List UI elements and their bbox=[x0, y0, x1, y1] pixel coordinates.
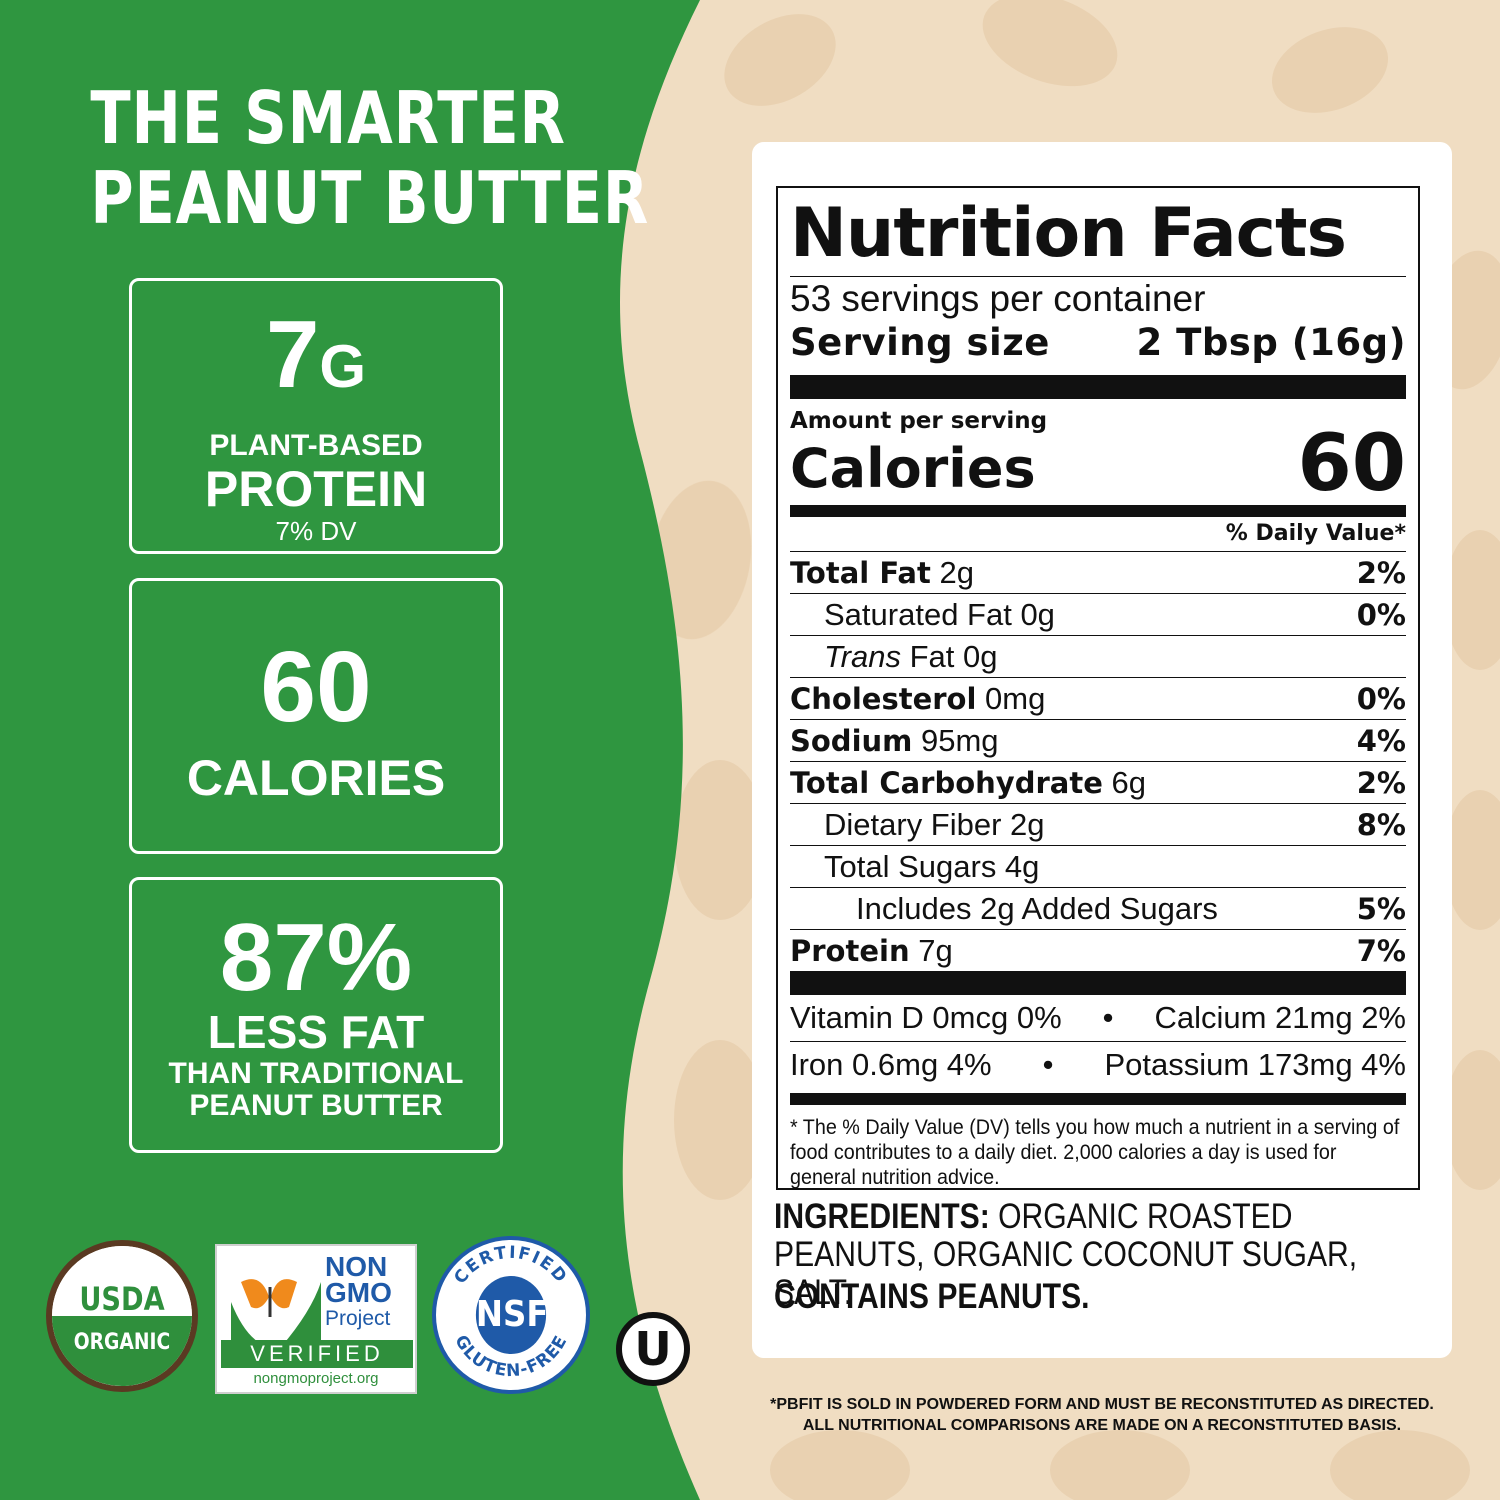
calories-value: 60 bbox=[260, 631, 372, 743]
serving-size-label: Serving size bbox=[790, 321, 1050, 364]
usda-organic-seal: USDA ORGANIC bbox=[46, 1240, 198, 1392]
calories-label: CALORIES bbox=[186, 750, 446, 806]
nutrition-card bbox=[752, 142, 1452, 1358]
allergen-statement: CONTAINS PEANUTS. bbox=[774, 1277, 1090, 1316]
fat-comparison-line-2: PEANUT BUTTER bbox=[189, 1089, 443, 1122]
calories-row: Calories 60 bbox=[790, 425, 1406, 503]
serving-size-row: Serving size 2 Tbsp (16g) bbox=[790, 321, 1406, 365]
fat-label: LESS FAT bbox=[207, 1006, 425, 1058]
usda-text: USDA bbox=[79, 1280, 165, 1318]
nutrient-row-trans-fat: Trans Fat 0g bbox=[790, 635, 1406, 677]
separator-dot: • bbox=[1042, 1046, 1054, 1082]
vitamin-row-2: Iron 0.6mg 4% • Potassium 173mg 4% bbox=[790, 1041, 1406, 1087]
nutrient-row-total-carbohydrate: Total Carbohydrate 6g 2% bbox=[790, 761, 1406, 803]
vitamin-row-1: Vitamin D 0mcg 0% • Calcium 21mg 2% bbox=[790, 995, 1406, 1041]
nutrient-row-dietary-fiber: Dietary Fiber 2g 8% bbox=[790, 803, 1406, 845]
disclaimer-line-2: ALL NUTRITIONAL COMPARISONS ARE MADE ON … bbox=[802, 1417, 1402, 1434]
nsf-logo-text: NSF bbox=[475, 1276, 548, 1354]
nutrient-row-total-fat: Total Fat 2g 2% bbox=[790, 551, 1406, 593]
kosher-ou-symbol: U bbox=[616, 1312, 690, 1386]
ingredients-label: INGREDIENTS: bbox=[774, 1197, 990, 1236]
gmo-text: GMO bbox=[325, 1277, 392, 1308]
reconstitution-disclaimer: *PBFIT IS SOLD IN POWDERED FORM AND MUST… bbox=[752, 1394, 1452, 1436]
nutrient-row-total-sugars: Total Sugars 4g bbox=[790, 845, 1406, 887]
nutrient-row-protein: Protein 7g 7% bbox=[790, 929, 1406, 971]
nutrient-row-cholesterol: Cholesterol 0mg 0% bbox=[790, 677, 1406, 719]
nutrition-facts-label: Nutrition Facts 53 servings per containe… bbox=[776, 186, 1420, 1190]
calories-stat-box: 60 CALORIES bbox=[129, 578, 503, 854]
servings-per-container: 53 servings per container bbox=[790, 278, 1206, 319]
headline: THE SMARTER PEANUT BUTTER bbox=[90, 76, 650, 240]
fat-value: 87% bbox=[219, 904, 413, 1011]
serving-size-value: 2 Tbsp (16g) bbox=[1136, 321, 1406, 364]
separator-dot: • bbox=[1102, 1000, 1114, 1035]
calcium: Calcium 21mg 2% bbox=[1154, 1000, 1406, 1035]
protein-label: PROTEIN bbox=[204, 461, 428, 517]
iron: Iron 0.6mg 4% bbox=[790, 1046, 992, 1082]
verified-text: VERIFIED bbox=[221, 1340, 413, 1368]
nutrition-facts-title: Nutrition Facts bbox=[790, 194, 1347, 273]
organic-text: ORGANIC bbox=[73, 1330, 171, 1355]
non-text: NON bbox=[325, 1251, 388, 1282]
non-gmo-project-seal: NON GMO Project VERIFIED nongmoproject.o… bbox=[215, 1244, 417, 1394]
headline-line-1: THE SMARTER bbox=[90, 76, 566, 160]
nutrient-row-saturated-fat: Saturated Fat 0g 0% bbox=[790, 593, 1406, 635]
vitamin-d: Vitamin D 0mcg 0% bbox=[790, 1000, 1062, 1035]
nutrient-row-sodium: Sodium 95mg 4% bbox=[790, 719, 1406, 761]
amount-per-serving: Amount per serving bbox=[790, 408, 1048, 434]
protein-value: 7G bbox=[265, 301, 367, 408]
protein-dv: 7% DV bbox=[275, 516, 357, 546]
ingredients-text: ORGANIC ROASTED PEANUTS, ORGANIC COCONUT… bbox=[774, 1197, 1358, 1312]
potassium: Potassium 173mg 4% bbox=[1104, 1046, 1406, 1082]
nsf-gluten-free-seal: CERTIFIED GLUTEN-FREE NSF bbox=[432, 1236, 590, 1394]
ingredients-statement: INGREDIENTS: ORGANIC ROASTED PEANUTS, OR… bbox=[774, 1198, 1410, 1312]
fat-comparison-line-1: THAN TRADITIONAL bbox=[168, 1057, 464, 1090]
nutrient-row-added-sugars: Includes 2g Added Sugars 5% bbox=[790, 887, 1406, 929]
daily-value-footnote: * The % Daily Value (DV) tells you how m… bbox=[790, 1116, 1400, 1189]
protein-label-plant-based: PLANT-BASED bbox=[209, 429, 423, 462]
calories-label-nf: Calories bbox=[790, 437, 1036, 500]
protein-stat-box: 7G PLANT-BASED PROTEIN 7% DV bbox=[129, 278, 503, 554]
calories-value-nf: 60 bbox=[1297, 419, 1406, 509]
headline-line-2: PEANUT BUTTER bbox=[90, 156, 650, 240]
disclaimer-line-1: *PBFIT IS SOLD IN POWDERED FORM AND MUST… bbox=[770, 1396, 1434, 1413]
daily-value-header: % Daily Value* bbox=[1225, 521, 1406, 546]
butterfly-icon bbox=[221, 1262, 321, 1352]
nongmo-url: nongmoproject.org bbox=[253, 1370, 379, 1387]
fat-stat-box: 87% LESS FAT THAN TRADITIONAL PEANUT BUT… bbox=[129, 877, 503, 1153]
project-text: Project bbox=[325, 1307, 391, 1330]
